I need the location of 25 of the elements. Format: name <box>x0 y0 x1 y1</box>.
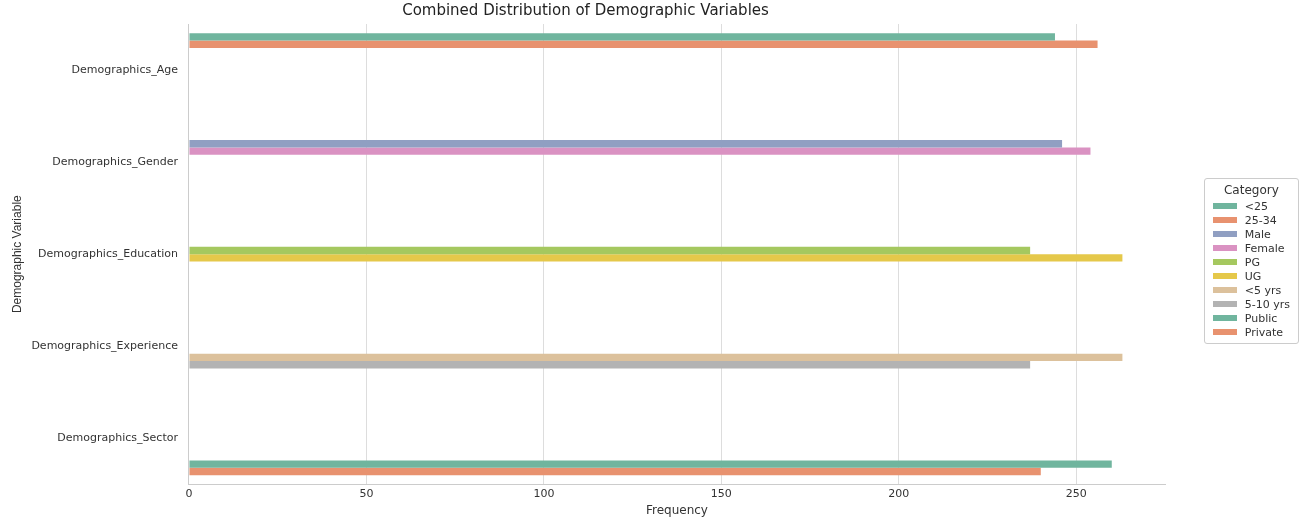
x-tick-label: 150 <box>710 486 732 500</box>
y-axis-title: Demographic Variable <box>9 194 24 314</box>
legend-label: Male <box>1244 227 1271 241</box>
x-tick-label: 0 <box>185 486 193 500</box>
legend-label: UG <box>1244 269 1262 283</box>
chart-title: Combined Distribution of Demographic Variables <box>402 0 770 19</box>
legend-label: <25 <box>1244 199 1268 213</box>
y-tick-label: Demographics_Experience <box>31 339 179 353</box>
y-tick-label: Demographics_Gender <box>52 154 179 168</box>
legend-label: Female <box>1244 241 1285 255</box>
y-tick-label: Demographics_Age <box>71 62 179 76</box>
legend-label: Private <box>1244 325 1284 339</box>
x-tick-label: 250 <box>1065 486 1087 500</box>
x-tick-label: 200 <box>888 486 910 500</box>
legend-label: 5-10 yrs <box>1244 297 1290 311</box>
y-tick-label: Demographics_Sector <box>57 431 179 445</box>
x-tick-label: 50 <box>359 486 374 500</box>
legend-label: Public <box>1244 311 1278 325</box>
legend-label: <5 yrs <box>1244 283 1282 297</box>
x-axis-title: Frequency <box>645 502 708 517</box>
legend-label: 25-34 <box>1244 213 1277 227</box>
legend-label: PG <box>1244 255 1260 269</box>
x-tick-label: 100 <box>533 486 555 500</box>
legend-title: Category <box>1222 183 1280 197</box>
y-tick-label: Demographics_Education <box>37 247 178 261</box>
